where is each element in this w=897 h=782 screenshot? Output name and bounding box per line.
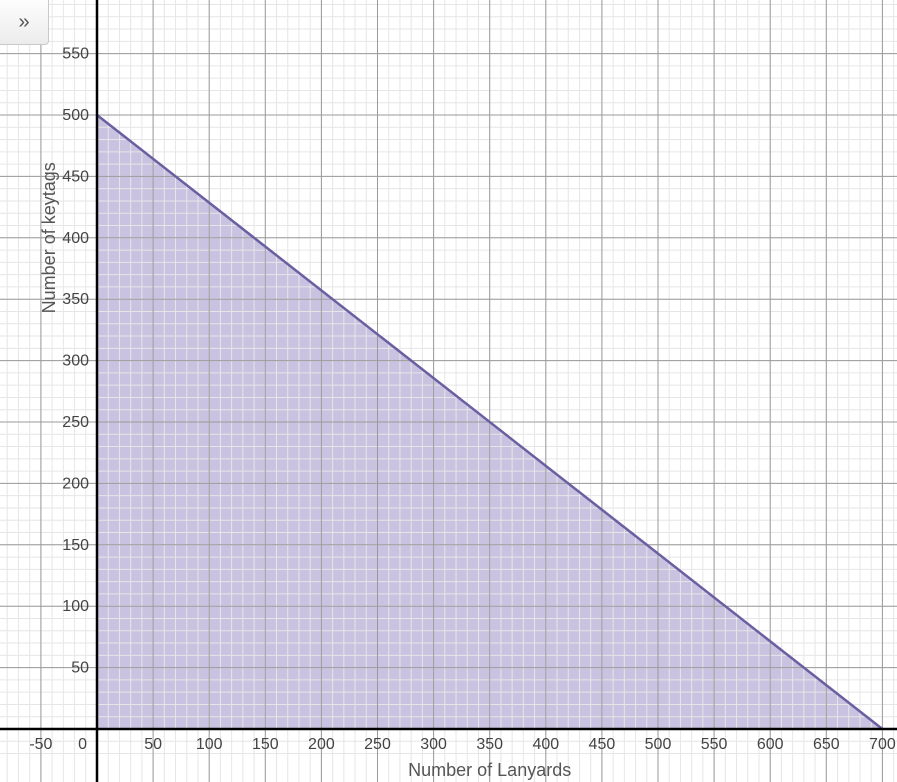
x-tick-label: 300 xyxy=(420,736,447,753)
x-tick-label: 450 xyxy=(589,736,616,753)
y-tick-label: 50 xyxy=(71,660,89,677)
y-tick-label: 400 xyxy=(62,230,89,247)
x-axis-label: Number of Lanyards xyxy=(408,760,571,780)
x-tick-label: 250 xyxy=(364,736,391,753)
chevron-right-double-icon: » xyxy=(18,11,29,34)
y-tick-label: 100 xyxy=(62,598,89,615)
y-tick-label: 300 xyxy=(62,353,89,370)
y-tick-label: 350 xyxy=(62,291,89,308)
x-tick-label: -50 xyxy=(29,736,52,753)
x-tick-label: 650 xyxy=(813,736,840,753)
x-tick-label: 700 xyxy=(869,736,896,753)
y-tick-label: 250 xyxy=(62,414,89,431)
x-tick-label: 100 xyxy=(196,736,223,753)
y-tick-label: 450 xyxy=(62,168,89,185)
y-axis-label: Number of keytags xyxy=(39,162,59,313)
x-tick-label: 150 xyxy=(252,736,279,753)
x-tick-label: 50 xyxy=(144,736,162,753)
y-tick-label: 500 xyxy=(62,107,89,124)
chart-plot: -50 0 50 100 150 200 250 300 350 400 450 500 550 600 6… xyxy=(0,0,897,782)
y-tick-label: 550 xyxy=(62,46,89,63)
y-tick-label: 150 xyxy=(62,537,89,554)
x-tick-label: 350 xyxy=(476,736,503,753)
x-tick-label: 200 xyxy=(308,736,335,753)
panel-toggle-button[interactable]: » xyxy=(0,0,49,45)
y-tick-label: 200 xyxy=(62,475,89,492)
x-tick-label: 500 xyxy=(645,736,672,753)
x-tick-label: 0 xyxy=(78,736,87,753)
x-tick-label: 400 xyxy=(532,736,559,753)
x-tick-label: 550 xyxy=(701,736,728,753)
x-tick-label: 600 xyxy=(757,736,784,753)
